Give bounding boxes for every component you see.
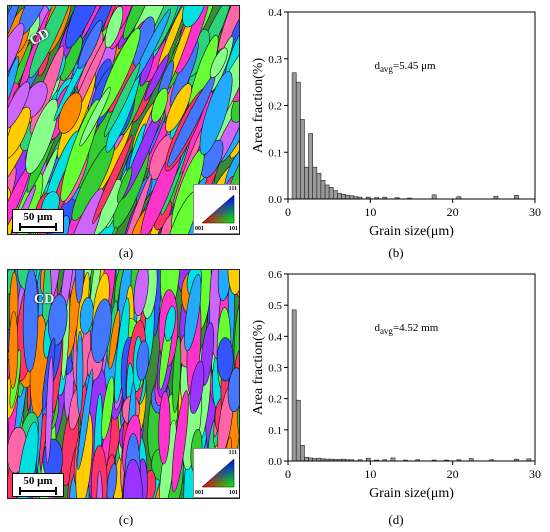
scale-bar-line-a xyxy=(19,223,57,231)
x-tick-label: 30 xyxy=(529,205,541,219)
ipf-label-001-a: 001 xyxy=(195,226,204,232)
panel-label-a: (a) xyxy=(118,245,134,260)
ipf-triangle-c xyxy=(201,458,235,488)
ipf-label-111-a: 111 xyxy=(228,186,237,192)
x-tick-label: 0 xyxy=(285,467,291,481)
histogram-bar xyxy=(300,445,305,462)
histogram-bar xyxy=(316,172,322,200)
y-tick-label: 0.6 xyxy=(268,269,282,281)
ipf-label-101-c: 101 xyxy=(229,490,238,496)
x-tick-label: 20 xyxy=(447,205,459,219)
x-tick-label: 10 xyxy=(364,205,376,219)
scale-bar-line-c xyxy=(19,487,57,495)
panel-label-b: (b) xyxy=(388,245,404,260)
direction-label-cd-c: CD xyxy=(34,292,55,307)
histogram-bar xyxy=(324,184,330,200)
histogram-chart-d: 0 10 20 30 0.0 0.1 0.2 0.3 0.4 0.5 0.6 Grain size(μ… xyxy=(251,269,541,501)
histogram-bar xyxy=(337,193,342,200)
panel-label-d: (d) xyxy=(388,512,404,527)
histogram-bar xyxy=(345,194,351,200)
y-tick-label: 0.2 xyxy=(268,101,282,113)
ebsd-map-a: CD 50 μm 111 001 101 xyxy=(7,5,240,235)
x-tick-label: 10 xyxy=(364,467,376,481)
y-axis-label: Area fraction(%) xyxy=(251,320,266,416)
histogram-bar xyxy=(304,166,309,200)
y-tick-label: 0.5 xyxy=(268,300,282,312)
y-tick-label: 0.3 xyxy=(268,54,282,66)
histogram-bar xyxy=(295,81,301,200)
ipf-legend-c: 111 001 101 xyxy=(193,448,239,498)
y-tick-label: 0.4 xyxy=(268,331,282,343)
histogram-bar xyxy=(312,166,318,200)
histogram-bar xyxy=(332,190,338,200)
ebsd-grain-pattern-c xyxy=(8,270,239,498)
scale-bar-a: 50 μm xyxy=(12,209,64,233)
ebsd-map-c: CD 50 μm 111 001 101 xyxy=(7,269,240,499)
y-tick-label: 0.3 xyxy=(268,363,282,375)
x-axis-label: Grain size(μm) xyxy=(369,224,454,239)
davg-annotation: davg=5.45 μm xyxy=(374,60,436,74)
histogram-bar xyxy=(291,72,297,200)
x-tick-label: 20 xyxy=(447,467,459,481)
ipf-legend-a: 111 001 101 xyxy=(193,184,239,234)
y-tick-label: 0.0 xyxy=(268,194,282,206)
y-axis-label: Area fraction(%) xyxy=(251,58,266,154)
y-tick-label: 0.2 xyxy=(268,394,282,406)
histogram-bar xyxy=(431,194,437,200)
x-tick-label: 0 xyxy=(285,205,291,219)
scale-bar-label-a: 50 μm xyxy=(23,211,53,223)
x-axis-label: Grain size(μm) xyxy=(369,486,454,501)
davg-annotation: davg=4.52 mm xyxy=(374,322,438,336)
histogram-bar xyxy=(320,180,326,200)
histogram-bar xyxy=(308,133,313,200)
panel-label-c: (c) xyxy=(118,512,134,527)
y-tick-label: 0.1 xyxy=(268,147,282,159)
plot-frame xyxy=(287,273,536,462)
x-tick-label: 30 xyxy=(529,467,541,481)
ipf-label-101-a: 101 xyxy=(229,226,238,232)
plot-frame xyxy=(287,11,536,200)
y-tick-label: 0.0 xyxy=(268,456,282,468)
histogram-bar xyxy=(341,194,346,200)
histogram-chart-b: 0 10 20 30 0.0 0.1 0.2 0.3 0.4 Grain size(μm) Area… xyxy=(251,7,541,239)
histogram-bar xyxy=(304,456,309,462)
ipf-triangle-a xyxy=(201,194,235,224)
scale-bar-c: 50 μm xyxy=(12,473,64,497)
ipf-label-111-c: 111 xyxy=(228,450,237,456)
ipf-label-001-c: 001 xyxy=(195,490,204,496)
histogram-bar xyxy=(328,187,334,200)
scale-bar-label-c: 50 μm xyxy=(23,475,53,487)
y-tick-label: 0.1 xyxy=(268,425,282,437)
histogram-bar xyxy=(300,119,305,200)
y-tick-label: 0.4 xyxy=(268,7,282,19)
histogram-bar xyxy=(514,194,519,200)
histogram-bar xyxy=(295,399,301,462)
histogram-bar xyxy=(291,309,297,462)
